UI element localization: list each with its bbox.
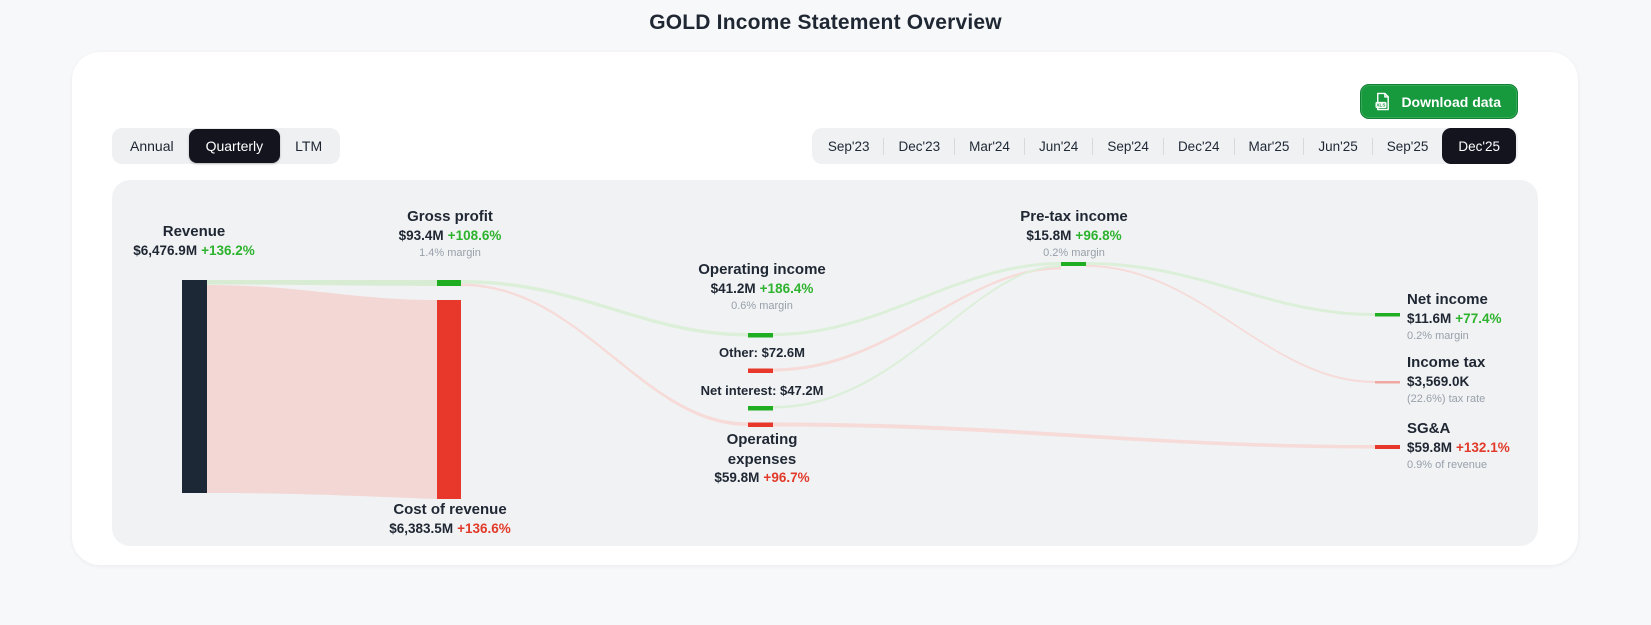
flow-opex-sga: [773, 422, 1375, 449]
other-node-bar[interactable]: [748, 368, 773, 374]
period-divider: [1371, 137, 1373, 155]
sga-pct-of-revenue: 0.9% of revenue: [1407, 459, 1488, 472]
sankey-label-pretax-income: Pre-tax income $15.8M +96.8% 0.2% margin: [1020, 207, 1128, 260]
period-sep-24[interactable]: Sep'24: [1093, 128, 1163, 164]
sankey-label-net-income: Net income $11.6M +77.4% 0.2% margin: [1407, 290, 1501, 343]
period-divider: [1303, 137, 1305, 155]
gross-profit-value: $93.4M +108.6%: [398, 227, 502, 243]
operating-income-node-bar[interactable]: [748, 333, 773, 338]
income-tax-node-bar[interactable]: [1375, 381, 1400, 384]
download-data-label: Download data: [1401, 93, 1501, 110]
flow-pretax-incometax: [1086, 265, 1375, 383]
period-jun-24[interactable]: Jun'24: [1025, 128, 1092, 164]
sankey-label-income-tax: Income tax $3,569.0K (22.6%) tax rate: [1407, 353, 1485, 406]
period-divider: [1092, 137, 1094, 155]
sankey-label-revenue: Revenue $6,476.9M +136.2%: [133, 222, 254, 259]
operating-expenses-node-bar[interactable]: [748, 422, 773, 428]
sankey-chart-panel: Revenue $6,476.9M +136.2% Gross profit $9…: [112, 180, 1538, 546]
download-data-button[interactable]: XLS Download data: [1360, 84, 1518, 119]
gross-profit-title: Gross profit: [407, 208, 493, 225]
tab-ltm[interactable]: LTM: [280, 131, 337, 161]
revenue-title: Revenue: [162, 223, 226, 240]
period-divider: [1162, 137, 1164, 155]
net-income-title: Net income: [1407, 291, 1488, 308]
cost-of-revenue-title: Cost of revenue: [393, 501, 507, 518]
other-label: Other: $72.6M: [719, 345, 805, 360]
revenue-node-bar[interactable]: [182, 280, 207, 493]
income-tax-value: $3,569.0K: [1407, 373, 1470, 389]
sankey-label-operating-income: Operating income $41.2M +186.4% 0.6% marg…: [698, 260, 826, 313]
flow-gross-opinc: [461, 280, 748, 337]
sankey-label-other: Other: $72.6M: [719, 345, 805, 362]
period-sep-23[interactable]: Sep'23: [814, 128, 884, 164]
operating-expenses-title: Operating expenses: [726, 431, 798, 468]
period-divider: [883, 137, 885, 155]
tab-quarterly[interactable]: Quarterly: [188, 129, 281, 163]
revenue-value: $6,476.9M +136.2%: [133, 242, 255, 258]
period-mar-25[interactable]: Mar'25: [1235, 128, 1304, 164]
pretax-income-node-bar[interactable]: [1061, 262, 1086, 266]
sankey-label-gross-profit: Gross profit $93.4M +108.6% 1.4% margin: [399, 207, 502, 260]
period-dec-24[interactable]: Dec'24: [1164, 128, 1234, 164]
period-divider: [954, 137, 956, 155]
period-divider: [1233, 137, 1235, 155]
sankey-svg: [182, 262, 1400, 499]
sga-value: $59.8M +132.1%: [1407, 439, 1510, 455]
gross-profit-node-bar[interactable]: [437, 280, 461, 286]
operating-expenses-value: $59.8M +96.7%: [714, 470, 810, 485]
sankey-label-operating-expenses: Operating expenses $59.8M +96.7%: [714, 430, 809, 487]
period-dec-23[interactable]: Dec'23: [884, 128, 954, 164]
net-interest-node-bar[interactable]: [748, 406, 773, 411]
flow-pretax-netincome: [1086, 262, 1375, 316]
svg-text:XLS: XLS: [1377, 103, 1386, 108]
cost-of-revenue-value: $6,383.5M +136.6%: [389, 520, 511, 536]
period-dec-25[interactable]: Dec'25: [1442, 128, 1516, 164]
tab-annual[interactable]: Annual: [115, 131, 189, 161]
sankey-label-sga: SG&A $59.8M +132.1% 0.9% of revenue: [1407, 419, 1510, 472]
period-mar-24[interactable]: Mar'24: [955, 128, 1024, 164]
page-title: GOLD Income Statement Overview: [649, 11, 1002, 34]
period-jun-25[interactable]: Jun'25: [1304, 128, 1371, 164]
sga-node-bar[interactable]: [1375, 445, 1400, 449]
granularity-tabs: Annual Quarterly LTM: [112, 128, 341, 164]
main-card: XLS Download data Annual Quarterly LTM Sep…: [72, 52, 1578, 565]
period-divider: [1023, 137, 1025, 155]
flow-opinc-pretax: [773, 262, 1061, 336]
net-income-node-bar[interactable]: [1375, 313, 1400, 317]
period-selector: Sep'23 Dec'23 Mar'24 Jun'24 Sep'24 Dec'24 Mar'…: [811, 128, 1518, 164]
xls-file-icon: XLS: [1373, 92, 1392, 111]
net-interest-label: Net interest: $47.2M: [700, 383, 824, 398]
cost-of-revenue-node-bar[interactable]: [437, 300, 461, 499]
income-tax-rate: (22.6%) tax rate: [1407, 393, 1486, 406]
pretax-income-value: $15.8M +96.8%: [1026, 227, 1122, 243]
period-sep-25[interactable]: Sep'25: [1373, 128, 1443, 164]
net-income-margin: 0.2% margin: [1407, 330, 1469, 343]
pretax-income-margin: 0.2% margin: [1043, 247, 1105, 260]
gross-profit-margin: 1.4% margin: [419, 247, 481, 260]
pretax-income-title: Pre-tax income: [1020, 208, 1128, 225]
flow-revenue-cost: [207, 285, 437, 499]
operating-income-margin: 0.6% margin: [731, 300, 793, 313]
operating-income-value: $41.2M +186.4%: [710, 280, 814, 296]
flow-revenue-gross: [207, 280, 437, 286]
operating-income-title: Operating income: [698, 261, 826, 278]
sankey-label-net-interest: Net interest: $47.2M: [701, 383, 824, 400]
net-income-value: $11.6M +77.4%: [1407, 310, 1502, 326]
sga-title: SG&A: [1407, 420, 1451, 437]
sankey-label-cost-of-revenue: Cost of revenue $6,383.5M +136.6%: [389, 500, 510, 537]
income-tax-title: Income tax: [1407, 354, 1486, 371]
